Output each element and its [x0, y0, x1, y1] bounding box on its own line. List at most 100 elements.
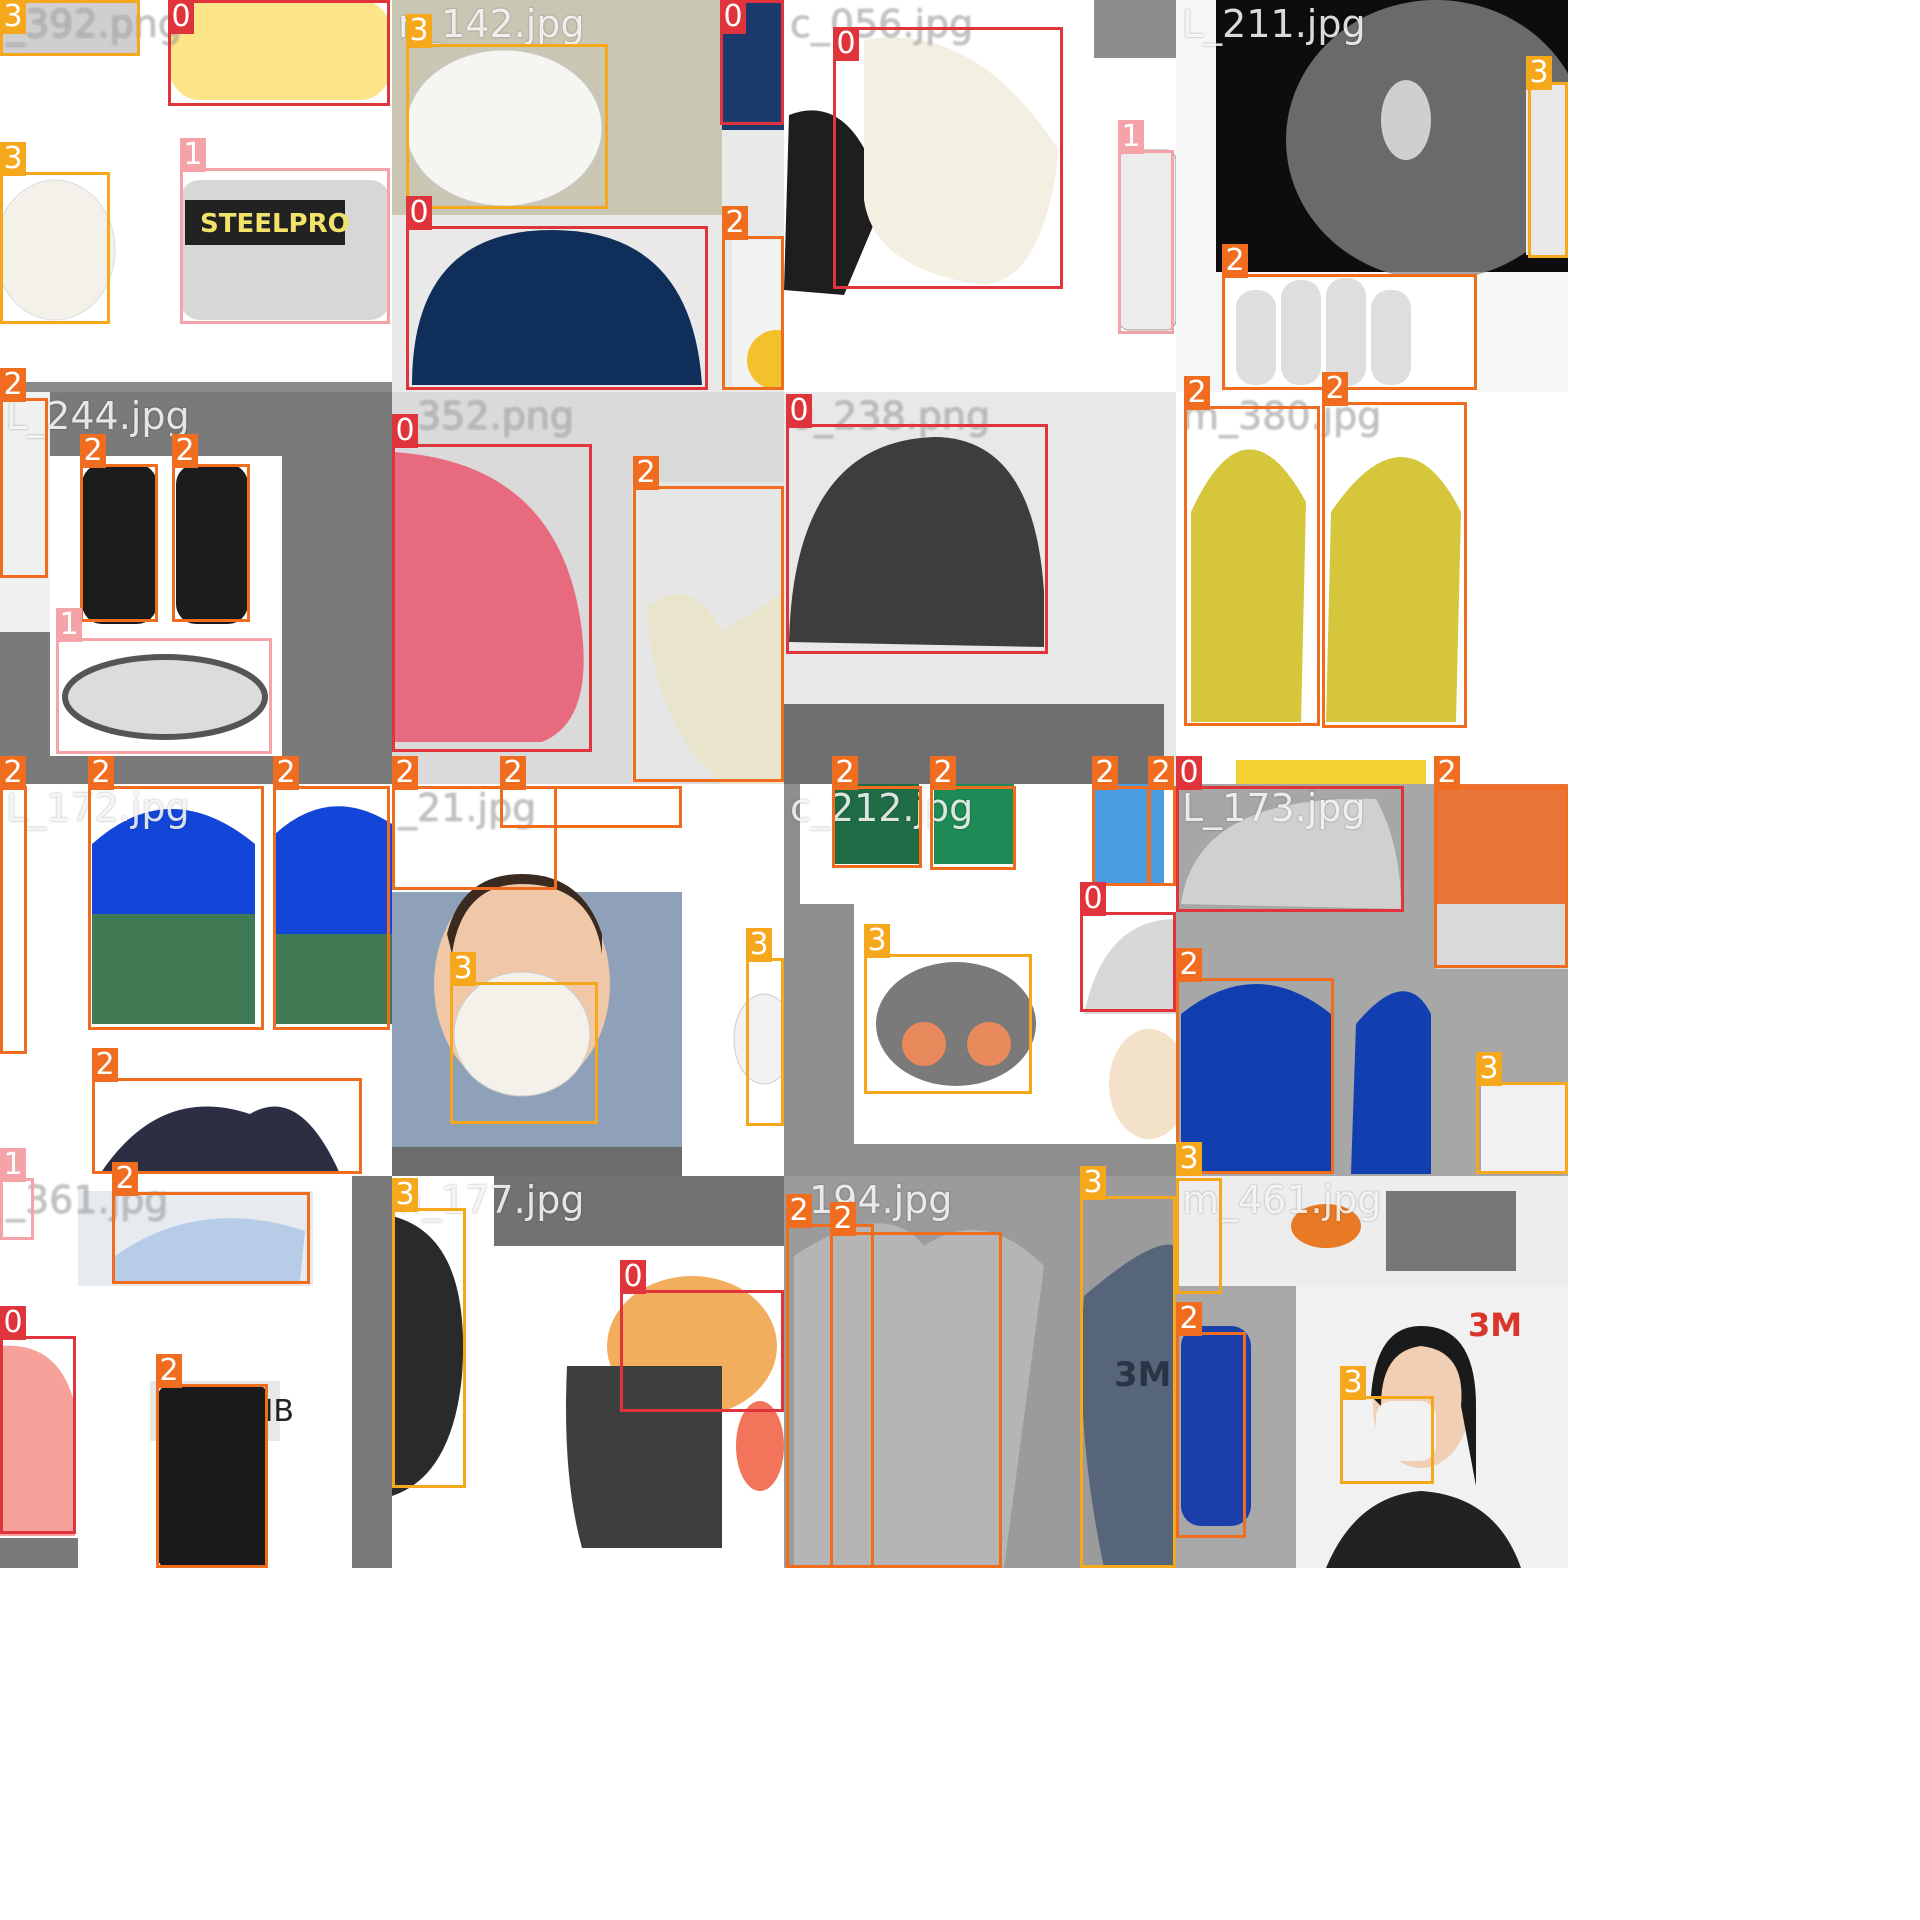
tile-title: c_056.jpg: [790, 2, 974, 46]
box-helmet: [620, 1290, 784, 1412]
tile-title: _194.jpg: [790, 1178, 953, 1222]
box-glove: [80, 464, 158, 622]
box-glove: [830, 1232, 1002, 1568]
tag-mask: 3: [1476, 1052, 1502, 1086]
tag-helmet: 0: [720, 0, 746, 34]
tile-142-art: [392, 0, 784, 390]
tag-glove: 2: [1176, 1302, 1202, 1336]
box-glove: [832, 786, 922, 868]
tag-glove: 2: [80, 434, 106, 468]
box-glove: [172, 464, 250, 622]
box-helmet: [1080, 912, 1176, 1012]
box-mask: [406, 44, 608, 209]
tile-361: USCLIMB _361.jpg: [0, 1176, 392, 1568]
box-glove: [1222, 274, 1477, 390]
box-mask: [1080, 1196, 1176, 1568]
tile-352-art: [392, 452, 784, 784]
tile-461: 3M m_461.jpg: [1176, 1176, 1568, 1568]
tile-177: n_177.jpg: [392, 1176, 784, 1568]
tile-title: 0_238.png: [790, 394, 991, 438]
tile-194: 3M _194.jpg: [784, 1176, 1176, 1568]
tile-212-art: [800, 784, 1176, 1144]
box-mask: [450, 982, 598, 1124]
tag-glove: 2: [0, 368, 26, 402]
tag-glove: 2: [1184, 376, 1210, 410]
box-glove: [92, 1078, 362, 1174]
tile-172: L_172.jpg: [0, 784, 392, 1176]
box-glove: [88, 786, 264, 1030]
tag-glove: 2: [156, 1354, 182, 1388]
box-goggles: [0, 1178, 34, 1240]
tile-142: n_142.jpg: [392, 0, 784, 392]
tile-21: _21.jpg: [392, 784, 784, 1176]
tile-238: 0_238.png: [784, 392, 1176, 784]
tag-helmet: 0: [392, 414, 418, 448]
tag-helmet: 0: [620, 1260, 646, 1294]
box-glove: [500, 786, 682, 828]
tile-172-art: [92, 806, 392, 1174]
tile-380: m_380.jpg: [1176, 392, 1568, 784]
box-glove: [1322, 402, 1467, 728]
tile-title: _392.png: [6, 2, 182, 46]
tile-title: c_212.jpg: [790, 786, 974, 830]
tag-helmet: 0: [406, 196, 432, 230]
tag-glove: 2: [786, 1194, 812, 1228]
brand-3m-logo: 3M: [1468, 1306, 1522, 1344]
tile-056-art: [784, 0, 1176, 331]
box-glove: [1434, 786, 1568, 968]
tile-361-art: USCLIMB: [0, 1176, 392, 1568]
box-helmet: [392, 444, 592, 752]
tag-glove: 2: [633, 456, 659, 490]
tag-glove: 2: [830, 1202, 856, 1236]
box-glove: [0, 398, 48, 578]
tag-glove: 2: [172, 434, 198, 468]
box-helmet: [786, 424, 1048, 654]
tag-glove: 2: [273, 756, 299, 790]
box-mask: [864, 954, 1032, 1094]
tile-380-art: [1191, 449, 1461, 784]
tag-mask: 3: [1340, 1366, 1366, 1400]
box-mask: [1176, 1178, 1222, 1294]
box-goggles: [1118, 150, 1174, 334]
tag-glove: 2: [500, 756, 526, 790]
tile-461-art: 3M: [1176, 1176, 1568, 1568]
box-glove: [273, 786, 390, 1030]
tag-mask: 3: [1526, 56, 1552, 90]
tag-mask: 3: [1176, 1142, 1202, 1176]
tag-glove: 2: [722, 206, 748, 240]
box-glove: [1184, 406, 1320, 726]
box-helmet: [1176, 786, 1404, 912]
tag-helmet: 0: [168, 0, 194, 34]
box-helmet: [833, 27, 1063, 289]
tag-glove: 2: [1222, 244, 1248, 278]
box-goggles: [180, 168, 390, 324]
tile-21-art: [392, 874, 784, 1176]
tile-title: m_461.jpg: [1182, 1178, 1382, 1222]
box-glove: [930, 786, 1016, 870]
tag-glove: 2: [0, 756, 26, 790]
tile-title: L_173.jpg: [1182, 786, 1366, 830]
tile-title: _352.png: [398, 394, 574, 438]
tile-211: L_211.jpg: [1176, 0, 1568, 392]
tag-glove: 2: [1176, 948, 1202, 982]
box-glove: [156, 1384, 268, 1568]
tile-056: c_056.jpg: [784, 0, 1176, 392]
tile-173: L_173.jpg: [1176, 784, 1568, 1176]
box-mask: [1528, 82, 1568, 258]
tag-helmet: 0: [1176, 756, 1202, 790]
tag-glove: 2: [832, 756, 858, 790]
box-glove: [1176, 978, 1334, 1174]
tile-title: L_244.jpg: [6, 394, 190, 438]
box-glove: [392, 786, 557, 890]
tile-212: c_212.jpg: [784, 784, 1176, 1176]
tag-mask: 3: [746, 928, 772, 962]
tile-173-art: [1181, 784, 1568, 1174]
tile-title: n_177.jpg: [398, 1178, 585, 1222]
box-helmet: [720, 0, 784, 125]
tile-title: L_211.jpg: [1182, 2, 1366, 46]
tag-mask: 3: [450, 952, 476, 986]
box-mask: [0, 172, 110, 324]
box-helmet: [0, 1336, 76, 1534]
box-mask: [392, 1208, 466, 1488]
tag-glove: 2: [1434, 756, 1460, 790]
